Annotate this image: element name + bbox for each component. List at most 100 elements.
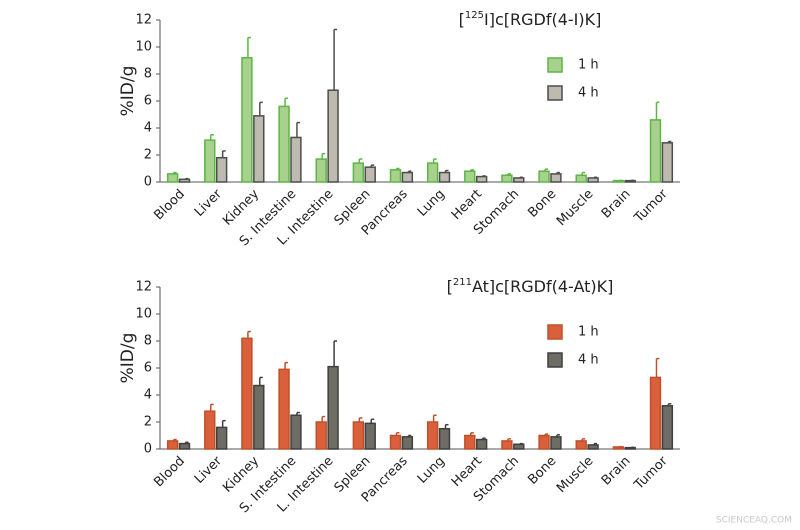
bar bbox=[401, 436, 414, 450]
x-tick-label: Tumor bbox=[631, 186, 671, 226]
title-part: 211 bbox=[453, 277, 472, 288]
bar bbox=[327, 89, 339, 183]
bar bbox=[426, 421, 439, 450]
bar bbox=[624, 446, 636, 450]
bar bbox=[215, 426, 228, 450]
bar bbox=[612, 179, 625, 183]
bar bbox=[389, 434, 402, 450]
bar bbox=[661, 405, 674, 450]
bar bbox=[253, 384, 265, 450]
bar bbox=[241, 337, 253, 450]
title-part: [ bbox=[459, 10, 465, 29]
bar bbox=[538, 170, 550, 183]
bar bbox=[550, 173, 562, 183]
bar bbox=[389, 169, 402, 183]
legend-swatch bbox=[547, 57, 563, 73]
bar bbox=[464, 434, 476, 450]
y-tick-label: 4 bbox=[144, 388, 152, 403]
bar bbox=[364, 422, 376, 450]
y-tick-label: 2 bbox=[144, 148, 152, 163]
bar bbox=[290, 136, 302, 183]
bar bbox=[315, 421, 327, 450]
legend-label: 4 h bbox=[578, 353, 599, 368]
bar bbox=[352, 162, 365, 183]
bar bbox=[464, 170, 476, 183]
x-tick-label: Liver bbox=[192, 186, 226, 220]
y-tick-label: 10 bbox=[135, 307, 152, 322]
bar bbox=[649, 376, 662, 450]
bar bbox=[550, 436, 562, 450]
bar bbox=[513, 443, 525, 450]
y-tick-label: 10 bbox=[135, 40, 152, 55]
bar bbox=[438, 428, 451, 450]
chart-title: [125I]c[RGDf(4-I)K] bbox=[459, 10, 602, 29]
bar bbox=[612, 446, 625, 450]
bar bbox=[426, 162, 439, 183]
chart-title: [211At]c[RGDf(4-At)K] bbox=[447, 277, 614, 296]
bar bbox=[401, 171, 414, 183]
bar bbox=[513, 177, 525, 183]
y-axis-label: %ID/g bbox=[118, 333, 138, 384]
legend-label: 1 h bbox=[578, 325, 599, 340]
bar bbox=[538, 434, 550, 450]
bar bbox=[575, 440, 587, 450]
bar bbox=[278, 105, 290, 183]
x-tick-label: Lung bbox=[415, 187, 448, 220]
y-tick-label: 2 bbox=[144, 415, 152, 430]
x-tick-label: Bone bbox=[525, 454, 559, 488]
bar bbox=[364, 166, 376, 183]
bar bbox=[475, 175, 488, 183]
bar bbox=[475, 438, 488, 450]
bar bbox=[253, 115, 265, 183]
x-tick-label: Blood bbox=[151, 454, 188, 491]
legend-swatch bbox=[547, 352, 563, 368]
y-axis-label: %ID/g bbox=[118, 66, 138, 117]
bar bbox=[352, 421, 365, 450]
bar bbox=[241, 57, 253, 183]
bar bbox=[624, 179, 636, 183]
x-tick-label: Blood bbox=[151, 187, 188, 224]
x-tick-label: Muscle bbox=[554, 454, 596, 496]
bar bbox=[327, 365, 339, 450]
y-tick-label: 0 bbox=[144, 175, 152, 190]
x-tick-label: Lung bbox=[415, 454, 448, 487]
title-part: 125 bbox=[465, 10, 484, 21]
y-tick-label: 12 bbox=[135, 13, 152, 28]
legend-swatch bbox=[547, 85, 563, 101]
bar bbox=[166, 440, 179, 450]
bar bbox=[575, 174, 587, 183]
x-tick-label: Tumor bbox=[631, 453, 671, 493]
y-tick-label: 0 bbox=[144, 442, 152, 457]
y-tick-label: 8 bbox=[144, 67, 152, 82]
x-tick-label: Brain bbox=[599, 454, 634, 489]
y-tick-label: 8 bbox=[144, 334, 152, 349]
bar bbox=[215, 156, 228, 183]
y-tick-label: 6 bbox=[144, 94, 152, 109]
x-tick-label: Bone bbox=[525, 187, 559, 221]
bar bbox=[501, 440, 513, 450]
title-part: At]c[RGDf(4-At)K] bbox=[472, 277, 613, 296]
title-part: [ bbox=[447, 277, 453, 296]
bar bbox=[178, 178, 191, 183]
bar bbox=[587, 177, 599, 183]
y-tick-label: 4 bbox=[144, 121, 152, 136]
bar bbox=[501, 174, 513, 183]
bar bbox=[438, 171, 451, 183]
bar bbox=[587, 444, 599, 450]
y-tick-label: 12 bbox=[135, 280, 152, 295]
bar bbox=[278, 368, 290, 450]
bar bbox=[204, 139, 216, 183]
bar bbox=[315, 158, 327, 183]
title-part: I]c[RGDf(4-I)K] bbox=[484, 10, 601, 29]
legend-swatch bbox=[547, 324, 563, 340]
bar bbox=[166, 173, 179, 183]
x-tick-label: Brain bbox=[599, 187, 634, 222]
bar bbox=[178, 442, 191, 450]
bar bbox=[204, 410, 216, 450]
bar bbox=[661, 142, 674, 183]
y-tick-label: 6 bbox=[144, 361, 152, 376]
legend-label: 1 h bbox=[578, 58, 599, 73]
watermark: SCIENCEAQ.COM bbox=[716, 516, 792, 526]
x-tick-label: Muscle bbox=[554, 187, 596, 229]
